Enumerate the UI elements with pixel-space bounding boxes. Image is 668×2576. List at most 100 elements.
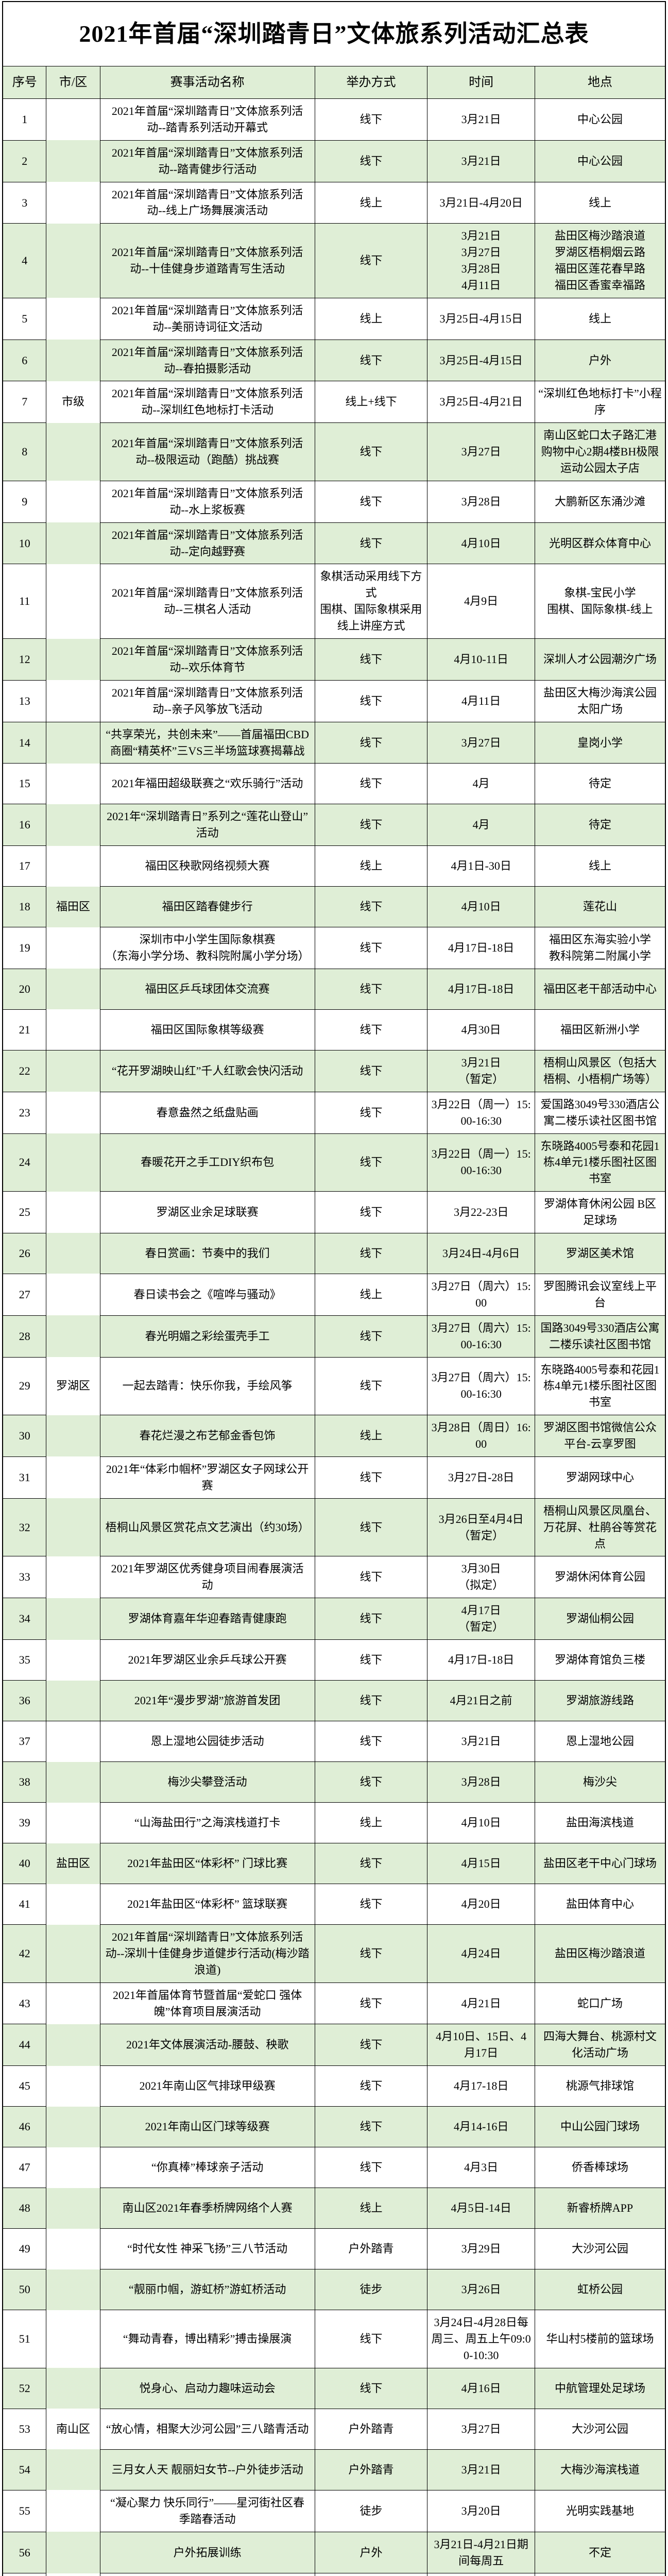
cell-index: 21 xyxy=(2,1009,47,1050)
cell-event-name: 2021年南山区门球等级赛 xyxy=(99,2106,315,2148)
cell-location: 新睿桥牌APP xyxy=(534,2188,666,2229)
cell-event-name: 2021年文体展演活动-腰鼓、秧歌 xyxy=(99,2024,315,2066)
cell-index: 38 xyxy=(2,1761,47,1803)
cell-location: 深圳人才公园潮汐广场 xyxy=(534,638,666,681)
cell-event-name: 2021年首届“深圳踏青日”文体旅系列活动--十佳健身步道踏青写生活动 xyxy=(99,223,315,298)
cell-location: 罗图腾讯会议室线上平台 xyxy=(534,1273,666,1316)
table-row: 41 2021年盐田区“体彩杯” 篮球联赛 线下 4月20日 盐田体育中心 xyxy=(2,1884,666,1925)
cell-time: 4月14-16日 xyxy=(427,2106,535,2148)
table-row: 17 福田区秧歌网络视频大赛 线上 4月1日-30日 线上 xyxy=(2,845,666,887)
cell-event-name: 南山区2021年春季桥牌网络个人赛 xyxy=(99,2188,315,2229)
cell-time: 3月25日-4月15日 xyxy=(427,339,535,382)
cell-location: 盐田区梅沙踏浪道 xyxy=(534,1924,666,1983)
cell-event-name: 2021年福田超级联赛之“欢乐骑行”活动 xyxy=(99,763,315,805)
cell-index: 46 xyxy=(2,2106,47,2148)
cell-district xyxy=(46,2024,100,2066)
cell-index: 4 xyxy=(2,223,47,298)
cell-event-name: “山海盐田行”之海滨栈道打卡 xyxy=(99,1802,315,1843)
cell-event-name: 2021年南山区气排球甲级赛 xyxy=(99,2065,315,2107)
cell-location: 罗湖网球中心 xyxy=(534,1456,666,1499)
cell-event-name: 2021年首届“深圳踏青日”文体旅系列活动--深圳十佳健身步道健步行活动(梅沙踏… xyxy=(99,1924,315,1983)
cell-method: 线下 xyxy=(314,1598,428,1640)
cell-time: 4月16日 xyxy=(427,2367,535,2409)
cell-time: 3月27日-28日 xyxy=(427,1456,535,1499)
cell-index: 48 xyxy=(2,2188,47,2229)
table-row: 29 罗湖区 一起去踏青：快乐你我，手绘风筝 线下 3月27日（周六）15:00-16:… xyxy=(2,1357,666,1416)
cell-time: 4月15日 xyxy=(427,1843,535,1884)
cell-location: 华山村5楼前的篮球场 xyxy=(534,2310,666,2368)
table-row: 33 2021年罗湖区优秀健身项目闹春展演活动 线下 3月30日 （拟定） 罗湖休闲体育… xyxy=(2,1556,666,1599)
cell-district xyxy=(46,804,100,846)
cell-location: 梅沙尖 xyxy=(534,1761,666,1803)
cell-index: 26 xyxy=(2,1232,47,1274)
cell-method: 户外 xyxy=(314,2531,428,2574)
cell-location: 东晓路4005号泰和花园1栋4单元1楼乐图社区图书室 xyxy=(534,1133,666,1192)
cell-method: 线下 xyxy=(314,2367,428,2409)
cell-location: 象棋-宝民小学 围棋、国际象棋-线上 xyxy=(534,564,666,639)
cell-event-name: 春花烂漫之布艺郁金香包饰 xyxy=(99,1415,315,1457)
cell-method: 线下 xyxy=(314,223,428,298)
cell-event-name: 罗湖体育嘉年华迎春踏青健康跑 xyxy=(99,1598,315,1640)
cell-method: 线下 xyxy=(314,1009,428,1050)
cell-event-name: 2021年首届“深圳踏青日”文体旅系列活动--定向越野赛 xyxy=(99,522,315,565)
cell-time: 3月22日（周一）15:00-16:30 xyxy=(427,1133,535,1192)
cell-district xyxy=(46,1884,100,1925)
cell-location: 线上 xyxy=(534,181,666,224)
cell-method: 线下 xyxy=(314,886,428,928)
table-row: 39 “山海盐田行”之海滨栈道打卡 线上 4月10日 盐田海滨栈道 xyxy=(2,1802,666,1843)
cell-time: 4月1日-30日 xyxy=(427,845,535,887)
table-row: 1 2021年首届“深圳踏青日”文体旅系列活动--踏青系列活动开幕式 线下 3月21日… xyxy=(2,98,666,141)
cell-index: 56 xyxy=(2,2531,47,2574)
column-header-method: 举办方式 xyxy=(314,66,428,99)
cell-district xyxy=(46,2188,100,2229)
cell-method: 线下 xyxy=(314,422,428,481)
table-row: 12 2021年首届“深圳踏青日”文体旅系列活动--欢乐体育节 线下 4月10-11日… xyxy=(2,638,666,681)
table-row: 8 2021年首届“深圳踏青日”文体旅系列活动--极限运动（跑酷）挑战赛 线下 3月2… xyxy=(2,422,666,481)
cell-event-name: 福田区踏春健步行 xyxy=(99,886,315,928)
cell-method: 线下 xyxy=(314,1680,428,1721)
cell-index: 19 xyxy=(2,927,47,969)
cell-method: 线下 xyxy=(314,1639,428,1681)
cell-time: 4月 xyxy=(427,763,535,805)
cell-method: 线下 xyxy=(314,1924,428,1983)
table-row: 44 2021年文体展演活动-腰鼓、秧歌 线下 4月10日、15日、4月17日 四海大舞… xyxy=(2,2024,666,2066)
cell-location: 梧桐山风景区（包括大梧桐、小梧桐广场等） xyxy=(534,1049,666,1092)
cell-event-name: 2021年首届“深圳踏青日”文体旅系列活动--线上广场舞展演活动 xyxy=(99,181,315,224)
cell-method: 线下 xyxy=(314,1133,428,1192)
cell-time: 3月25日-4月21日 xyxy=(427,381,535,423)
cell-event-name: 2021年首届“深圳踏青日”文体旅系列活动--深圳红色地标打卡活动 xyxy=(99,381,315,423)
cell-index: 3 xyxy=(2,181,47,224)
cell-time: 3月21日-4月21日期间每周五 xyxy=(427,2531,535,2574)
table-row: 56 户外拓展训练 户外 3月21日-4月21日期间每周五 不定 xyxy=(2,2531,666,2574)
cell-time: 3月27日 xyxy=(427,422,535,481)
cell-index: 1 xyxy=(2,98,47,141)
cell-location: 中心公园 xyxy=(534,98,666,141)
cell-event-name: 2021年首届“深圳踏青日”文体旅系列活动--水上浆板赛 xyxy=(99,480,315,523)
cell-location: 桃源气排球馆 xyxy=(534,2065,666,2107)
table-row: 38 梅沙尖攀登活动 线下 3月28日 梅沙尖 xyxy=(2,1761,666,1803)
cell-index: 49 xyxy=(2,2228,47,2270)
cell-location: 四海大舞台、桃源村文化活动广场 xyxy=(534,2024,666,2066)
cell-location: 罗湖体育馆负三楼 xyxy=(534,1639,666,1681)
table-row: 5 2021年首届“深圳踏青日”文体旅系列活动--美丽诗词征文活动 线上 3月25日-… xyxy=(2,297,666,340)
cell-location: 东晓路4005号泰和花园1栋4单元1楼乐图社区图书室 xyxy=(534,1357,666,1416)
cell-method: 线下 xyxy=(314,968,428,1010)
cell-event-name: 2021年首届“深圳踏青日”文体旅系列活动--美丽诗词征文活动 xyxy=(99,297,315,340)
cell-district xyxy=(46,2310,100,2368)
cell-method: 线下 xyxy=(314,1843,428,1884)
cell-index: 32 xyxy=(2,1498,47,1557)
cell-index: 40 xyxy=(2,1843,47,1884)
cell-district xyxy=(46,927,100,969)
cell-method: 线下 xyxy=(314,140,428,182)
cell-time: 3月21日 3月27日 3月28日 4月11日 xyxy=(427,223,535,298)
cell-method: 线上 xyxy=(314,2188,428,2229)
cell-method: 线下 xyxy=(314,1884,428,1925)
cell-event-name: 2021年罗湖区优秀健身项目闹春展演活动 xyxy=(99,1556,315,1599)
cell-method: 线下 xyxy=(314,1556,428,1599)
cell-event-name: “舞动青春，博出精彩”搏击操展演 xyxy=(99,2310,315,2368)
cell-index: 52 xyxy=(2,2367,47,2409)
cell-index: 36 xyxy=(2,1680,47,1721)
cell-event-name: 2021年盐田区“体彩杯” 门球比赛 xyxy=(99,1843,315,1884)
cell-district xyxy=(46,564,100,639)
